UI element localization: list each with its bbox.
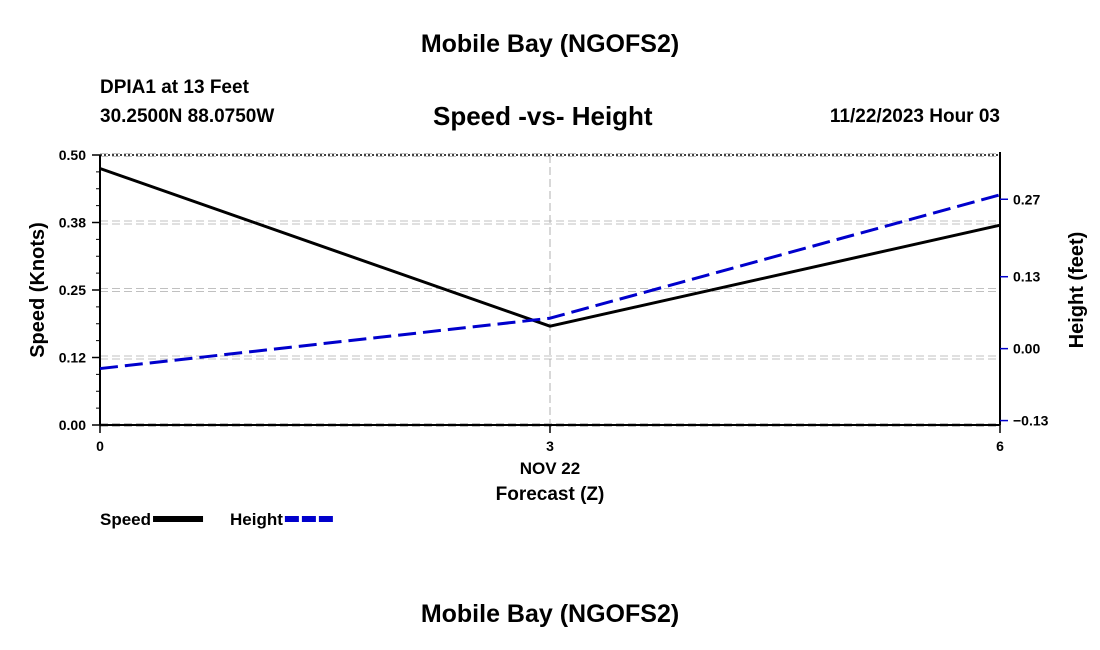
- legend: Speed Height: [100, 510, 335, 529]
- left-tick-label: 0.50: [59, 147, 86, 163]
- x-tick-label: 3: [546, 438, 554, 454]
- series-line-height: [99, 193, 1001, 371]
- x-axis-date-label: NOV 22: [520, 459, 580, 478]
- series-layer: [99, 167, 1001, 371]
- right-tick-label: 0.13: [1013, 269, 1040, 285]
- station-label: DPIA1 at 13 Feet: [100, 77, 249, 98]
- axis-layer: [92, 152, 1008, 433]
- right-tick-label: 0.00: [1013, 341, 1040, 357]
- x-tick-label: 6: [996, 438, 1004, 454]
- left-tick-label: 0.25: [59, 282, 86, 298]
- series-line-speed: [99, 167, 1001, 328]
- legend-label-height: Height: [230, 510, 283, 529]
- legend-label-speed: Speed: [100, 510, 151, 529]
- label-layer: 0.00 0.12 0.25 0.38 0.50 −0.13 0.00 0.13 0.27 0 3 6…: [27, 147, 1088, 505]
- left-axis-title: Speed (Knots): [27, 222, 49, 358]
- left-tick-label: 0.00: [59, 417, 86, 433]
- footer-title: Mobile Bay (NGOFS2): [420, 600, 680, 628]
- x-axis-title: Forecast (Z): [496, 484, 605, 505]
- right-tick-label: 0.27: [1013, 191, 1040, 207]
- x-tick-label: 0: [96, 438, 104, 454]
- page-title: Mobile Bay (NGOFS2): [420, 30, 680, 58]
- left-tick-label: 0.38: [59, 215, 86, 231]
- left-tick-label: 0.12: [59, 350, 86, 366]
- station-coordinates: 30.2500N 88.0750W: [100, 106, 275, 127]
- forecast-datetime: 11/22/2023 Hour 03: [829, 106, 1000, 127]
- right-tick-label: −0.13: [1013, 413, 1049, 429]
- chart-title: Speed -vs- Height: [433, 101, 653, 131]
- grid-layer: [100, 153, 1000, 427]
- right-axis-title: Height (feet): [1066, 232, 1088, 349]
